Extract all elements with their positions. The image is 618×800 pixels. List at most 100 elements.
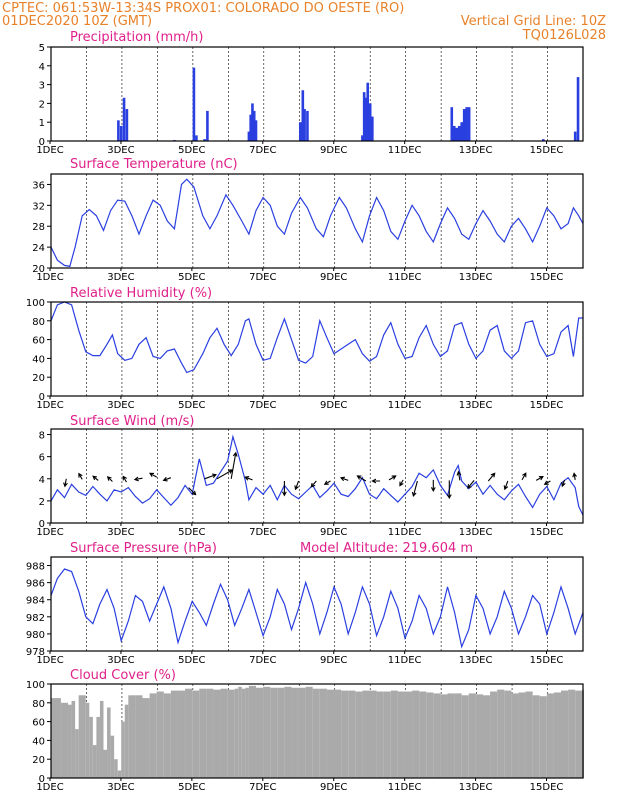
cloud-bar — [71, 700, 76, 778]
cloud-bar — [117, 770, 122, 778]
wind-arrow — [230, 451, 238, 479]
cloud-bar — [107, 707, 111, 778]
wind-arrow — [503, 480, 509, 491]
header-location: CPTEC: 061:53W-13:34S PROX01: COLORADO D… — [2, 1, 404, 16]
wind-arrow — [282, 481, 287, 497]
cloud-bar — [440, 694, 448, 778]
cloud-bar — [206, 688, 214, 778]
wind-arrow — [92, 475, 99, 481]
cloud-bar — [135, 695, 143, 778]
wind-arrow — [446, 480, 452, 500]
wind-arrow — [388, 475, 397, 481]
cloud-bar — [362, 690, 370, 778]
temperature-xtick-label: 5DEC — [178, 272, 205, 283]
cloud-bar — [546, 693, 554, 778]
cloud-bar — [341, 690, 349, 778]
cloud-bar — [511, 693, 519, 778]
cloud-bar — [312, 688, 320, 778]
cloud-bar — [110, 735, 115, 778]
precip-bar — [252, 110, 256, 141]
precip-ytick-label: 2 — [39, 99, 45, 110]
cloud-bar — [92, 745, 97, 778]
cloud-bar — [426, 692, 434, 778]
humidity-xtick-label: 9DEC — [320, 400, 347, 411]
cloud-bar — [525, 691, 533, 778]
cloud-bar — [121, 721, 125, 778]
humidity-ytick-label: 80 — [32, 317, 45, 328]
pressure-ytick-label: 980 — [26, 630, 45, 641]
precip-bar — [362, 92, 366, 141]
cloud-bar — [376, 691, 384, 778]
cloud-bar — [518, 692, 526, 778]
wind-arrow — [148, 472, 157, 478]
wind-arrow — [162, 476, 172, 482]
precip-title: Precipitation (mm/h) — [70, 30, 203, 45]
humidity-ytick-label: 100 — [26, 298, 45, 309]
precip-bar — [251, 103, 254, 141]
pressure-xtick-label: 15DEC — [530, 655, 564, 666]
wind-arrow — [371, 478, 381, 484]
cloud-bar — [383, 691, 391, 778]
wind-arrow — [78, 472, 83, 480]
humidity-ytick-label: 60 — [32, 336, 45, 347]
cloud-bar — [245, 687, 249, 778]
temperature-title: Surface Temperature (nC) — [70, 157, 238, 172]
precip-bar — [249, 114, 252, 141]
cloud-bar — [192, 690, 200, 778]
wind-arrow — [133, 476, 143, 482]
pressure-xtick-label: 9DEC — [320, 655, 347, 666]
precip-plot-frame — [50, 46, 584, 142]
cloud-bar — [348, 690, 356, 778]
wind-xtick-label: 5DEC — [178, 527, 205, 538]
wind-xtick-label: 15DEC — [530, 527, 564, 538]
cloud-bar — [355, 691, 363, 778]
cloud-bar — [149, 693, 157, 778]
wind-arrow — [456, 470, 462, 481]
humidity-xtick-label: 7DEC — [249, 400, 276, 411]
pressure-ytick-label: 984 — [26, 596, 45, 607]
temperature-ytick-label: 32 — [32, 201, 45, 212]
wind-title: Surface Wind (m/s) — [70, 414, 194, 429]
cloud-bar — [255, 687, 264, 778]
cloud-bar — [291, 687, 299, 778]
precip-bar — [364, 97, 368, 141]
cloud-bar — [124, 704, 129, 778]
cloud-bar — [248, 685, 256, 778]
precip-bar — [452, 125, 456, 141]
precip-bar — [455, 127, 459, 141]
cloud-ytick-label: 80 — [32, 699, 45, 710]
humidity-xtick-label: 13DEC — [459, 400, 493, 411]
wind-arrow — [399, 479, 404, 487]
temperature-ytick-label: 24 — [32, 243, 45, 254]
cloud-bar — [177, 690, 186, 778]
precip-bar — [195, 135, 198, 141]
temperature-xtick-label: 15DEC — [530, 272, 564, 283]
cloud-bar — [504, 690, 512, 778]
precip-ytick-label: 5 — [39, 43, 45, 54]
cloud-xtick-label: 7DEC — [249, 782, 276, 793]
cloud-xtick-label: 15DEC — [530, 782, 564, 793]
precip-ytick-label: 3 — [39, 81, 45, 92]
precip-bar — [192, 67, 196, 141]
cloud-bar — [220, 688, 228, 778]
cloud-bar — [319, 688, 327, 778]
precip-bar — [467, 107, 471, 141]
temperature-series-line — [50, 178, 584, 268]
cloud-bar — [78, 695, 86, 778]
wind-ytick-label: 0 — [39, 519, 45, 530]
humidity-plot-frame — [50, 301, 584, 397]
pressure-xtick-label: 7DEC — [249, 655, 276, 666]
cloud-bar — [369, 690, 377, 778]
cloud-bar — [305, 686, 313, 778]
cloud-bar — [334, 689, 342, 778]
cloud-bar — [553, 692, 562, 778]
precip-bar — [465, 107, 468, 141]
temperature-xtick-label: 3DEC — [107, 272, 134, 283]
precip-bar — [306, 110, 309, 141]
wind-arrow — [244, 476, 253, 481]
cloud-bar — [114, 759, 118, 778]
temperature-xtick-label: 7DEC — [249, 272, 276, 283]
cloud-bar — [51, 698, 61, 778]
cloud-xtick-label: 1DEC — [36, 782, 63, 793]
precip-xtick-label: 11DEC — [388, 145, 422, 156]
